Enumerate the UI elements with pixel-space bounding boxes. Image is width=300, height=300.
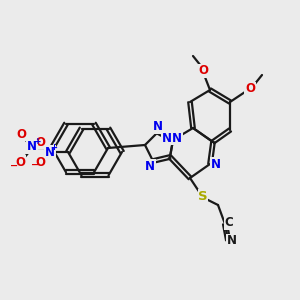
Text: −: − — [31, 160, 39, 170]
Text: O: O — [245, 82, 255, 95]
Text: N: N — [172, 131, 182, 145]
Text: O: O — [16, 128, 26, 140]
Text: +: + — [34, 136, 42, 146]
Text: O: O — [15, 155, 25, 169]
Text: O: O — [198, 64, 208, 77]
Text: S: S — [198, 190, 208, 202]
Text: O: O — [35, 136, 45, 148]
Text: C: C — [225, 217, 233, 230]
Text: N: N — [27, 140, 37, 154]
Text: N: N — [162, 131, 172, 145]
Text: +: + — [50, 142, 58, 152]
Text: N: N — [153, 121, 163, 134]
Text: −: − — [10, 161, 18, 171]
Text: O: O — [35, 155, 45, 169]
Text: N: N — [45, 146, 55, 158]
Text: N: N — [227, 235, 237, 248]
Text: N: N — [145, 160, 155, 172]
Text: N: N — [211, 158, 221, 170]
